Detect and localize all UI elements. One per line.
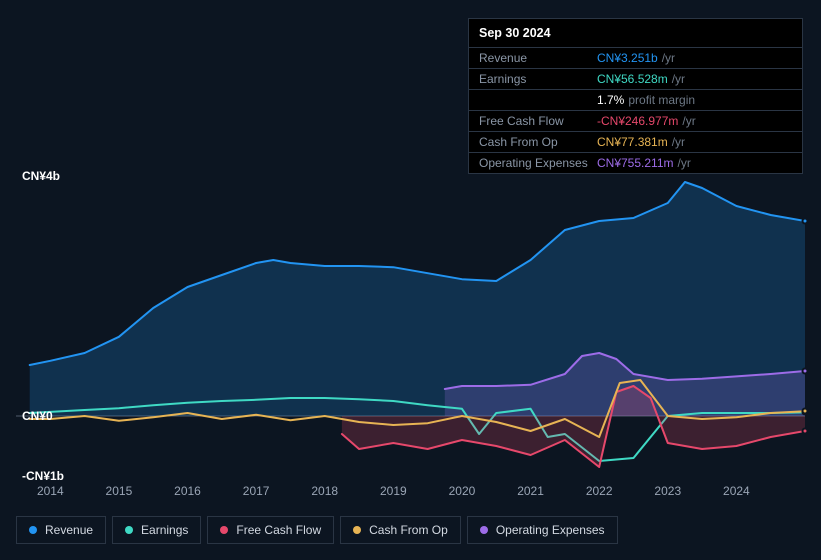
y-axis-label: -CN¥1b xyxy=(22,469,64,483)
tooltip-row-label: Earnings xyxy=(479,72,597,86)
legend-label: Free Cash Flow xyxy=(236,523,321,537)
tooltip-row-unit: /yr xyxy=(672,135,685,149)
x-axis-label: 2014 xyxy=(37,484,64,498)
legend-swatch xyxy=(353,526,361,534)
series-end-dot xyxy=(802,428,809,435)
x-axis-label: 2024 xyxy=(723,484,750,498)
x-axis-label: 2023 xyxy=(654,484,681,498)
x-axis-label: 2015 xyxy=(106,484,133,498)
tooltip-row: Free Cash Flow-CN¥246.977m/yr xyxy=(469,111,802,132)
tooltip-row: RevenueCN¥3.251b/yr xyxy=(469,48,802,69)
y-axis-label: CN¥4b xyxy=(22,169,60,183)
legend-swatch xyxy=(29,526,37,534)
tooltip-row-unit: /yr xyxy=(662,51,675,65)
tooltip-row-label: Free Cash Flow xyxy=(479,114,597,128)
x-axis-label: 2019 xyxy=(380,484,407,498)
legend-item-free-cash-flow[interactable]: Free Cash Flow xyxy=(207,516,334,544)
x-axis-label: 2017 xyxy=(243,484,270,498)
legend-item-revenue[interactable]: Revenue xyxy=(16,516,106,544)
tooltip-row-unit: profit margin xyxy=(628,93,695,107)
chart-svg xyxy=(16,176,805,476)
legend-label: Cash From Op xyxy=(369,523,448,537)
legend-item-cash-from-op[interactable]: Cash From Op xyxy=(340,516,461,544)
legend-swatch xyxy=(480,526,488,534)
legend-item-earnings[interactable]: Earnings xyxy=(112,516,201,544)
x-axis-labels: 2014 2015 2016 2017 2018 2019 2020 2021 2022 2023… xyxy=(16,484,805,500)
x-axis-label: 2016 xyxy=(174,484,201,498)
y-axis-label: CN¥0 xyxy=(22,409,53,423)
x-axis-label: 2018 xyxy=(311,484,338,498)
tooltip-row-label: Revenue xyxy=(479,51,597,65)
tooltip-row-unit: /yr xyxy=(682,114,695,128)
series-end-dot xyxy=(802,368,809,375)
legend-swatch xyxy=(125,526,133,534)
x-axis-label: 2020 xyxy=(449,484,476,498)
legend-swatch xyxy=(220,526,228,534)
tooltip-date: Sep 30 2024 xyxy=(469,19,802,48)
tooltip-row-unit: /yr xyxy=(672,72,685,86)
financials-chart[interactable]: CN¥4bCN¥0-CN¥1b xyxy=(16,160,805,476)
x-axis-label: 2021 xyxy=(517,484,544,498)
tooltip-row-value: -CN¥246.977m xyxy=(597,114,678,128)
tooltip-row: Cash From OpCN¥77.381m/yr xyxy=(469,132,802,153)
tooltip-row: EarningsCN¥56.528m/yr xyxy=(469,69,802,90)
series-end-dot xyxy=(802,218,809,225)
series-end-dot xyxy=(802,408,809,415)
legend-item-operating-expenses[interactable]: Operating Expenses xyxy=(467,516,618,544)
x-axis-label: 2022 xyxy=(586,484,613,498)
tooltip-row-value: CN¥56.528m xyxy=(597,72,668,86)
tooltip-row-value: 1.7% xyxy=(597,93,624,107)
tooltip-row: 1.7% profit margin xyxy=(469,90,802,111)
tooltip-row-label: Cash From Op xyxy=(479,135,597,149)
data-tooltip: Sep 30 2024 RevenueCN¥3.251b/yrEarningsC… xyxy=(468,18,803,174)
legend-label: Revenue xyxy=(45,523,93,537)
tooltip-row-value: CN¥3.251b xyxy=(597,51,658,65)
tooltip-row-value: CN¥77.381m xyxy=(597,135,668,149)
legend-label: Operating Expenses xyxy=(496,523,605,537)
legend-label: Earnings xyxy=(141,523,188,537)
chart-legend: Revenue Earnings Free Cash Flow Cash From O… xyxy=(16,516,618,544)
